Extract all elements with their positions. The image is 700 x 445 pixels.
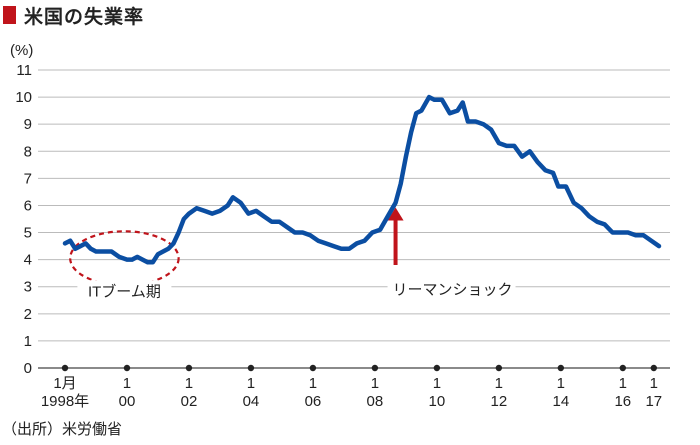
lehman-label: リーマンショック xyxy=(393,282,513,299)
x-tick-label-top: 1 xyxy=(619,375,627,392)
x-tick-label-top: 1 xyxy=(433,375,441,392)
x-tick-label-top: 1 xyxy=(371,375,379,392)
x-tick-label-bottom: 04 xyxy=(243,393,260,410)
x-tick-label-bottom: 06 xyxy=(305,393,322,410)
series-line-0 xyxy=(62,94,662,265)
y-tick-label: 2 xyxy=(24,306,32,323)
x-tick-dot xyxy=(247,364,255,372)
x-tick-dot xyxy=(309,364,317,372)
series-layer xyxy=(62,94,662,265)
x-tick-label-bottom: 12 xyxy=(491,393,508,410)
x-tick-dot xyxy=(61,364,69,372)
x-tick-dot xyxy=(650,364,658,372)
x-tick-label-bottom: 14 xyxy=(552,393,569,410)
y-tick-label: 0 xyxy=(24,360,32,377)
x-tick-label-top: 1 xyxy=(495,375,503,392)
x-tick-label-top: 1 xyxy=(247,375,255,392)
source-note: （出所）米労働省 xyxy=(2,420,123,438)
x-tick-label-top: 1 xyxy=(557,375,565,392)
title-red-square xyxy=(3,6,16,24)
y-axis: 0 1 2 3 4 5 6 7 8 9 10 11 (%) xyxy=(10,42,33,377)
x-tick-dot xyxy=(557,364,565,372)
x-tick-label-bottom: 1998年 xyxy=(41,393,89,410)
it-boom-label: ITブーム期 xyxy=(88,282,161,300)
x-tick-label-bottom: 16 xyxy=(614,393,631,410)
x-tick-dot xyxy=(123,364,131,372)
x-tick-dot xyxy=(619,364,627,372)
x-tick-label-top: 1 xyxy=(123,375,131,392)
y-tick-label: 6 xyxy=(24,197,32,214)
y-tick-label: 11 xyxy=(16,62,32,79)
x-tick-label-bottom: 08 xyxy=(367,393,384,410)
y-tick-label: 10 xyxy=(15,89,32,106)
x-tick-dot xyxy=(185,364,193,372)
x-tick-dot xyxy=(433,364,441,372)
x-tick-dot xyxy=(371,364,379,372)
chart-title-bar: 米国の失業率 xyxy=(0,3,145,28)
gridlines xyxy=(38,69,670,369)
lehman-label-bg xyxy=(387,278,516,301)
x-tick-dot xyxy=(495,364,503,372)
x-tick-label-top: 1月 xyxy=(53,375,76,392)
x-tick-label-bottom: 17 xyxy=(645,393,662,410)
x-tick-label-bottom: 02 xyxy=(181,393,198,410)
it-boom-label-bg xyxy=(77,280,172,303)
chart-title: 米国の失業率 xyxy=(24,5,145,28)
x-tick-label-top: 1 xyxy=(650,375,658,392)
x-tick-label-top: 1 xyxy=(309,375,317,392)
x-tick-label-top: 1 xyxy=(185,375,193,392)
y-axis-unit: (%) xyxy=(10,42,33,59)
y-tick-label: 4 xyxy=(24,252,32,269)
lehman-arrow-head xyxy=(387,207,404,221)
y-tick-label: 5 xyxy=(24,225,32,242)
y-tick-label: 9 xyxy=(24,116,32,133)
x-tick-label-bottom: 10 xyxy=(429,393,446,410)
x-tick-label-bottom: 00 xyxy=(119,393,136,410)
y-tick-label: 1 xyxy=(24,333,32,350)
y-tick-label: 7 xyxy=(24,170,32,187)
annotation-labels: ITブーム期 リーマンショック xyxy=(77,278,516,303)
y-tick-label: 8 xyxy=(24,143,32,160)
y-tick-label: 3 xyxy=(24,279,32,296)
